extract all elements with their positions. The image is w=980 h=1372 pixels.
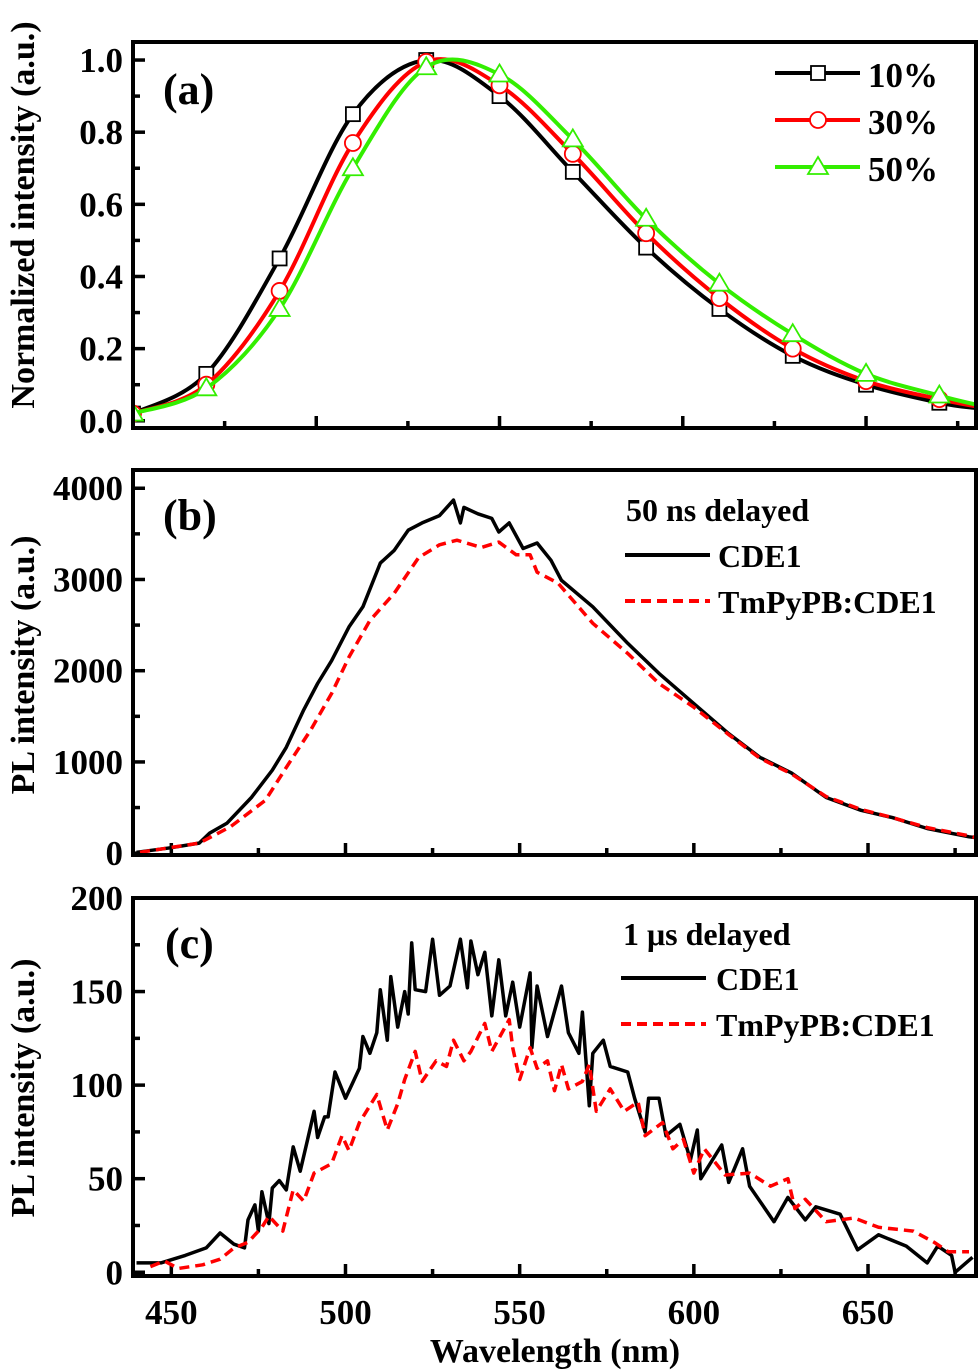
x-tick-label: 650 [842, 1293, 895, 1332]
y-tick-label: 100 [71, 1066, 124, 1105]
legend-entry-50: 50% [868, 150, 938, 189]
series-line-tmpypb-cde1 [149, 1017, 969, 1271]
legend-entry-cde1-c: CDE1 [716, 961, 800, 997]
data-point-circle [809, 111, 827, 129]
data-point-square [810, 65, 826, 81]
legend-b: 50 ns delayed CDE1 TmPyPB:CDE1 [626, 492, 937, 620]
y-tick-label: 2000 [53, 652, 123, 691]
data-point-triangle [414, 55, 438, 76]
series-line-30- [133, 57, 976, 416]
legend-entry-tmpypb-c: TmPyPB:CDE1 [716, 1007, 935, 1043]
legend-entry-30: 30% [868, 103, 938, 142]
y-tick-label: 0.6 [79, 185, 123, 224]
panel-label-b: (b) [163, 491, 217, 540]
panel-a: (a) Normalized intensity (a.u.) 10% 30% … [5, 21, 978, 441]
data-point-triangle [268, 297, 292, 317]
y-tick-label: 150 [71, 973, 124, 1012]
data-point-triangle [194, 376, 218, 397]
data-point-triangle [133, 401, 145, 422]
data-point-triangle [634, 206, 658, 227]
x-tick-label: 450 [145, 1293, 198, 1332]
series-line-tmpypb-cde1 [139, 538, 976, 855]
axes-frame [131, 40, 978, 430]
legend-c: 1 μs delayed CDE1 TmPyPB:CDE1 [623, 916, 935, 1043]
data-point-circle [710, 289, 729, 308]
legend-title-b: 50 ns delayed [626, 492, 809, 528]
plot-area-a: 0.0 0.2 0.4 0.6 0.8 1.0 [79, 40, 978, 441]
data-point-triangle [707, 271, 732, 292]
panel-c: (c) PL intensity (a.u.) Wavelength (nm) … [5, 879, 978, 1370]
data-point-circle [563, 144, 582, 163]
panel-label-c: (c) [165, 919, 214, 968]
y-tick-label: 50 [88, 1160, 123, 1199]
series-line-cde1 [136, 498, 976, 855]
series-line-10- [133, 57, 976, 416]
legend-entry-10: 10% [868, 56, 938, 95]
legend-a: 10% 30% 50% [868, 56, 938, 189]
y-axis-label-c: PL intensity (a.u.) [5, 959, 42, 1218]
plot-area-b: 0 1000 2000 3000 4000 [53, 468, 978, 873]
y-tick-label: 4000 [53, 469, 123, 508]
data-point-triangle [781, 322, 805, 343]
series-group [133, 52, 976, 423]
data-point-triangle [854, 362, 878, 382]
x-tick-label: 500 [319, 1293, 372, 1332]
x-axis-label: Wavelength (nm) [430, 1333, 680, 1370]
data-point-triangle [927, 383, 951, 404]
data-point-square [564, 163, 581, 180]
y-axis-label-b: PL intensity (a.u.) [5, 536, 42, 795]
data-point-triangle [487, 62, 512, 83]
y-tick-label: 1000 [53, 743, 123, 782]
series-line-cde1 [136, 937, 974, 1275]
y-tick-label: 0 [106, 1253, 124, 1292]
data-point-square [638, 239, 655, 256]
data-point-circle [637, 224, 656, 243]
y-tick-label: 0.2 [79, 330, 123, 369]
y-tick-label: 200 [71, 879, 124, 918]
plot-area-c: 450 500 550 600 650 0 50 100 150 200 [71, 879, 978, 1332]
legend-entry-tmpypb-b: TmPyPB:CDE1 [718, 584, 937, 620]
series-group [136, 937, 974, 1275]
data-point-triangle [806, 155, 830, 175]
data-point-square [345, 106, 361, 123]
panel-label-a: (a) [163, 65, 214, 114]
x-tick-label: 550 [493, 1293, 546, 1332]
legend-title-c: 1 μs delayed [623, 916, 791, 952]
data-point-triangle [341, 156, 365, 177]
axes-frame [131, 468, 978, 857]
x-tick-label: 600 [668, 1293, 721, 1332]
data-point-square [271, 250, 288, 267]
axes-frame [131, 896, 978, 1278]
y-tick-label: 0.4 [79, 257, 123, 296]
series-line-50- [133, 57, 976, 416]
data-point-circle [344, 134, 362, 152]
y-tick-label: 0 [106, 834, 124, 873]
y-axis-label-a: Normalized intensity (a.u.) [5, 21, 42, 408]
y-tick-label: 1.0 [79, 41, 123, 80]
data-point-triangle [561, 127, 585, 148]
panel-b: (b) PL intensity (a.u.) 50 ns delayed CD… [5, 468, 978, 873]
data-point-circle [783, 339, 802, 358]
legend-entry-cde1-b: CDE1 [718, 538, 802, 574]
y-tick-label: 0.8 [79, 113, 123, 152]
y-tick-label: 3000 [53, 560, 123, 599]
series-group [136, 498, 976, 855]
y-tick-label: 0.0 [79, 402, 123, 441]
